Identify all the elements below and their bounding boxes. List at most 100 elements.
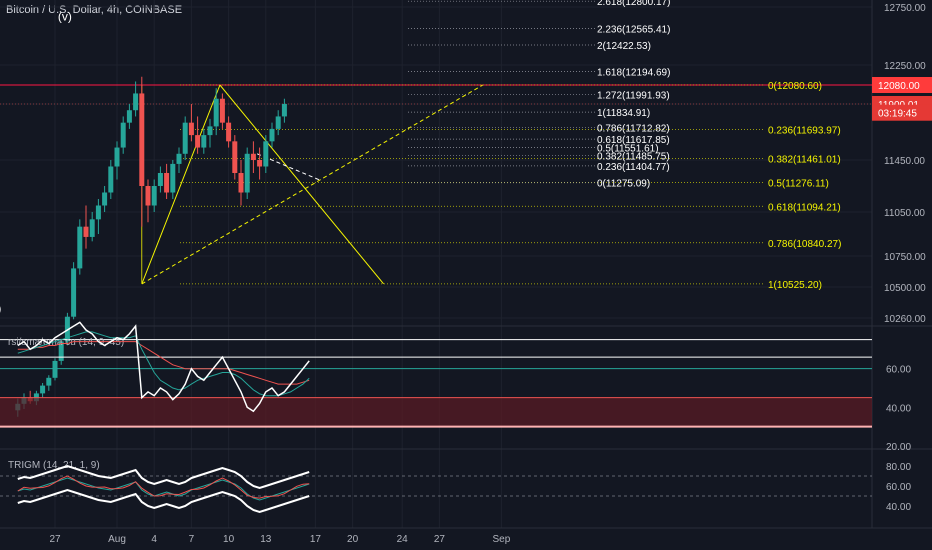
rsi-tick-label: 60.00 — [886, 365, 911, 376]
time-tick-label: 20 — [347, 534, 359, 545]
candle-body — [219, 98, 225, 123]
fib-retracement-label: 0(12080.60) — [768, 81, 822, 92]
candle-body — [89, 219, 95, 237]
candle-body — [139, 93, 145, 186]
candle-body — [269, 128, 275, 142]
fib-extension-label: 1.272(11991.93) — [597, 90, 670, 101]
candle-body — [226, 122, 232, 142]
fib-retracement-label: 0.786(10840.27) — [768, 239, 841, 250]
candle-body — [102, 192, 108, 206]
price-tag-bg — [872, 104, 932, 121]
candle-body — [151, 186, 157, 206]
fib-extension-label: 0.382(11485.75) — [597, 152, 670, 163]
time-tick-label: Sep — [493, 534, 511, 545]
candle-body — [83, 226, 89, 237]
fib-retracement-label: 0.5(11276.11) — [768, 179, 829, 190]
candle-body — [238, 173, 244, 193]
fib-retracement-label: 0.618(11094.21) — [768, 202, 841, 213]
price-tick-label: 12750.00 — [884, 3, 926, 14]
candle-body — [46, 377, 52, 386]
trix-upper-band — [17, 464, 310, 490]
candle-body — [170, 163, 176, 193]
fib-extension-label: 2.618(12800.17) — [597, 0, 670, 8]
price-tick-label: 10750.00 — [884, 252, 926, 263]
time-tick-label: 24 — [397, 534, 409, 545]
wave-line-bc — [219, 84, 384, 285]
candle-body — [281, 104, 287, 117]
fib-extension-label: 1.618(12194.69) — [597, 68, 670, 79]
rsi-line — [17, 321, 310, 413]
candle-body — [257, 160, 263, 167]
fib-extension-label: 0.786(11712.82) — [597, 123, 670, 134]
price-tick-label: 11450.00 — [884, 156, 925, 167]
candle-body — [176, 153, 182, 164]
candle-body — [164, 173, 170, 193]
trix-tick-label: 60.00 — [886, 482, 911, 493]
fib-retracement-label: 1(10525.20) — [768, 280, 822, 291]
fib-extension-label: 2(12422.53) — [597, 41, 651, 52]
candle-body — [232, 141, 238, 173]
candle-body — [108, 166, 114, 193]
rsi-ema-line — [17, 341, 310, 385]
time-tick-label: 17 — [310, 534, 322, 545]
candle-body — [244, 153, 250, 193]
price-tick-label: 10260.00 — [884, 314, 926, 325]
candle-body — [201, 135, 207, 148]
time-tick-label: 27 — [434, 534, 446, 545]
projection-line-dashed — [256, 153, 322, 182]
candle-body — [157, 173, 163, 186]
rsi-tick-label: 40.00 — [886, 403, 911, 414]
candle-body — [182, 122, 188, 154]
trix-lower-band — [17, 488, 310, 514]
candle-body — [207, 126, 213, 136]
time-tick-label: 4 — [151, 534, 157, 545]
price-tag-label: 12080.00 — [878, 81, 920, 92]
candle-body — [213, 98, 219, 127]
fib-extension-label: 0.236(11404.77) — [597, 162, 670, 173]
candle-body — [275, 116, 281, 129]
fib-extension-label: 2.236(12565.41) — [597, 24, 670, 35]
trend-line-dashed — [141, 84, 484, 285]
candle-body — [58, 341, 64, 361]
time-tick-label: 13 — [260, 534, 272, 545]
fib-extension-label: 1(11834.91) — [597, 108, 650, 119]
candle-body — [114, 147, 120, 167]
trix-indicator-label: TRIGM (14, 21, 1, 9) — [8, 460, 100, 471]
time-tick-label: 10 — [223, 534, 235, 545]
rsi-oversold-zone — [0, 397, 872, 427]
time-tick-label: 7 — [189, 534, 195, 545]
candle-body — [120, 122, 126, 148]
price-tag-label: 03:19:45 — [878, 109, 917, 120]
candle-body — [95, 205, 101, 220]
rsi-sma-line — [17, 331, 310, 397]
wave-label: (v) — [58, 9, 72, 23]
trix-line — [17, 477, 310, 501]
candle-body — [263, 141, 269, 167]
wave-label: (iv) — [0, 301, 1, 315]
candle-body — [188, 122, 194, 136]
trix-tick-label: 80.00 — [886, 462, 911, 473]
fib-retracement-label: 0.236(11693.97) — [768, 126, 841, 137]
candle-body — [40, 385, 46, 394]
rsi-indicator-label: rsi/sma/ema cu (14, 9, 45) — [8, 337, 124, 348]
price-tag-bg — [872, 77, 932, 93]
candle-body — [77, 226, 83, 269]
candle-body — [52, 360, 58, 378]
wave-line-ab — [141, 84, 221, 285]
trix-tick-label: 40.00 — [886, 502, 911, 513]
candle-body — [145, 186, 151, 206]
price-tick-label: 11050.00 — [884, 208, 925, 219]
candle-body — [126, 110, 132, 123]
time-tick-label: Aug — [108, 534, 126, 545]
candle-body — [250, 153, 256, 160]
candle-body — [64, 316, 70, 342]
fib-extension-label: 0(11275.09) — [597, 179, 650, 190]
candle-body — [133, 93, 139, 111]
price-tick-label: 10500.00 — [884, 283, 926, 294]
candle-body — [71, 268, 77, 317]
price-tick-label: 12250.00 — [884, 61, 926, 72]
fib-retracement-label: 0.382(11461.01) — [768, 155, 841, 166]
fib-extension-label: 0.5(11551.61) — [597, 143, 659, 154]
time-tick-label: 27 — [49, 534, 61, 545]
